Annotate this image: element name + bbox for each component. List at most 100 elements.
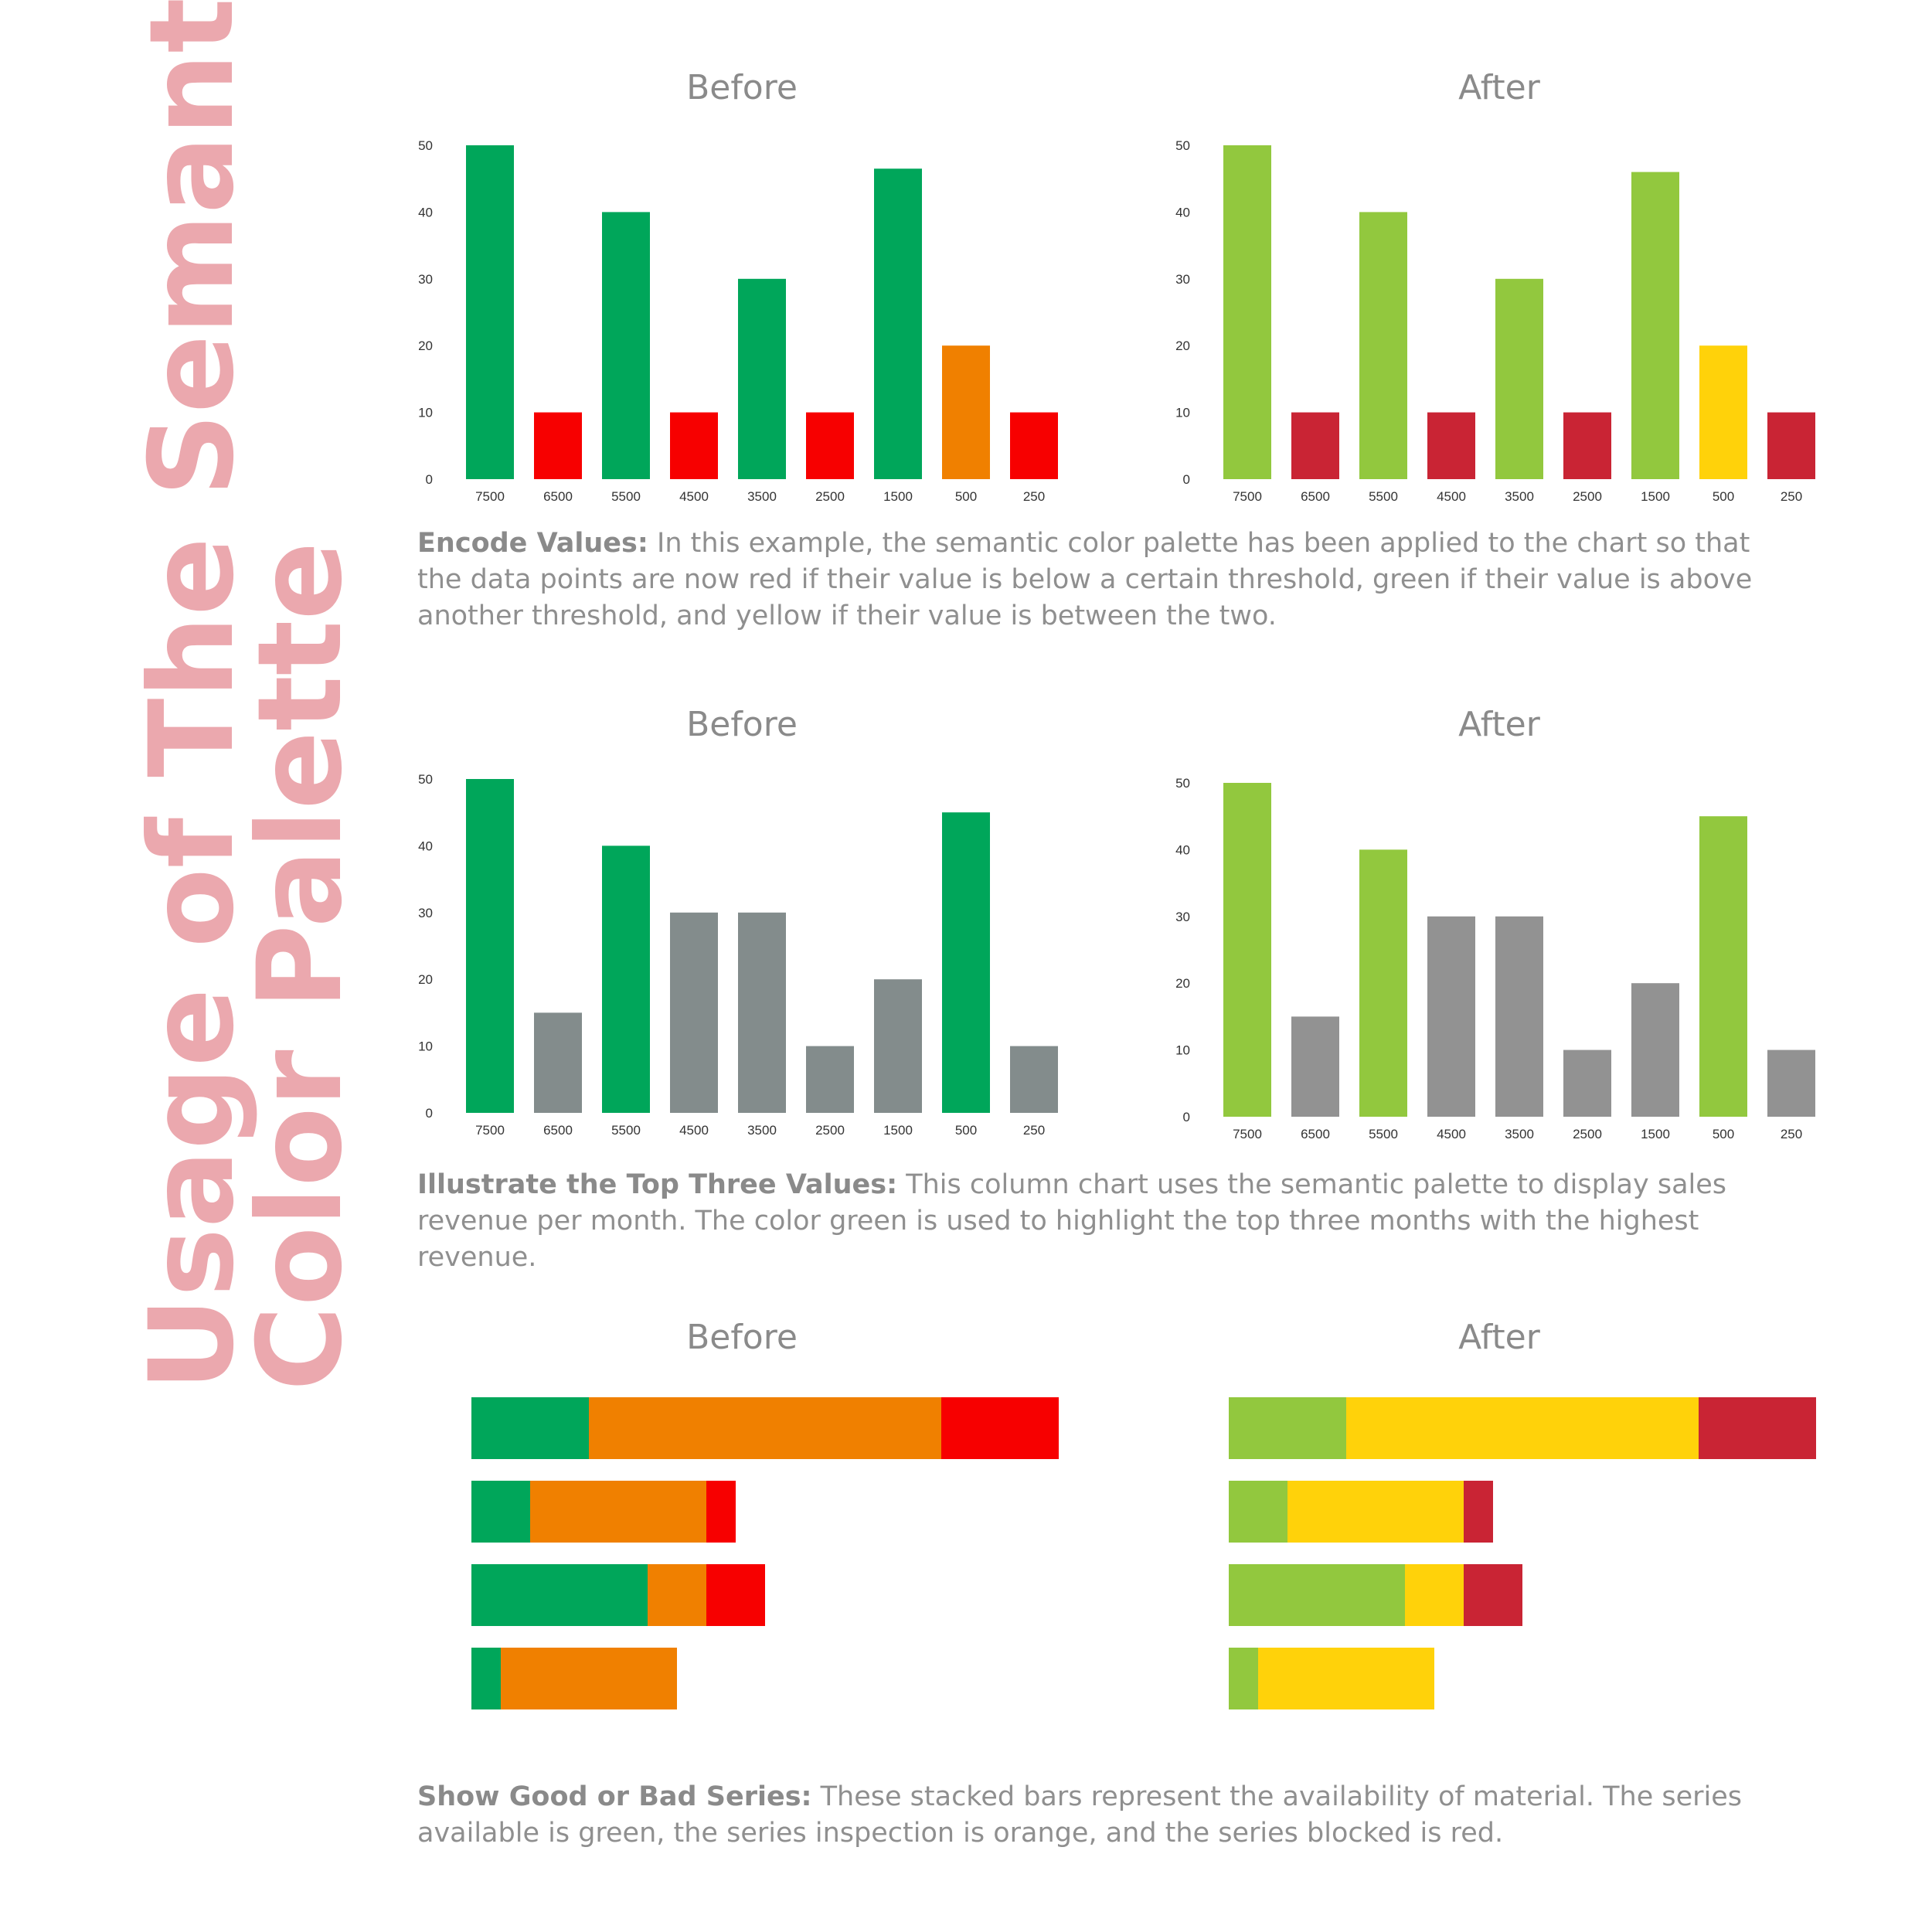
bar-1500: [1631, 983, 1679, 1117]
bar-6500: [1291, 412, 1339, 479]
bar-6500: [534, 1012, 582, 1113]
bar-500: [942, 345, 990, 479]
y-tick-label: 40: [418, 839, 433, 853]
x-tick-label: 4500: [1437, 1127, 1466, 1141]
bar-4500: [1427, 412, 1475, 479]
bar-5500: [1359, 849, 1407, 1117]
bar-7500: [466, 779, 514, 1113]
stack-segment-row-3-part-3: [706, 1564, 765, 1626]
panel-title-before: Before: [686, 1318, 798, 1357]
caption-text: This column chart uses the semantic pale…: [417, 1169, 1727, 1273]
y-tick-label: 30: [1175, 910, 1190, 924]
stack-segment-row-4-part-1: [1229, 1648, 1258, 1709]
y-tick-label: 0: [1183, 472, 1190, 487]
chart-good-bad-before: 020406080100: [471, 1397, 1059, 1709]
bar-250: [1010, 1046, 1058, 1113]
x-tick-label: 3500: [1505, 1127, 1534, 1141]
caption-top-three: Illustrate the Top Three Values: This co…: [417, 1167, 1801, 1276]
stack-segment-row-3-part-1: [471, 1564, 648, 1626]
bar-2500: [806, 412, 854, 479]
x-tick-label: 1500: [1641, 1127, 1670, 1141]
x-tick-label: 2500: [1573, 489, 1602, 504]
bar-4500: [670, 912, 718, 1113]
caption-text: These stacked bars represent the availab…: [417, 1781, 1743, 1849]
stack-segment-row-3-part-2: [648, 1564, 706, 1626]
x-tick-label: 1500: [883, 489, 913, 504]
x-tick-label: 6500: [543, 1123, 573, 1138]
x-tick-label: 500: [955, 489, 977, 504]
stack-segment-row-1-part-2: [1346, 1397, 1699, 1459]
bar-3500: [1495, 278, 1543, 479]
bar-250: [1767, 1049, 1815, 1117]
stack-segment-row-2-part-2: [530, 1481, 706, 1543]
x-tick-label: 2500: [815, 489, 845, 504]
panel-title-before: Before: [686, 705, 798, 744]
panel-title-before: Before: [686, 68, 798, 107]
side-title-line-1: Usage of The Semantic: [125, 0, 260, 1391]
y-tick-label: 50: [418, 138, 433, 153]
bar-5500: [602, 212, 650, 479]
stack-segment-row-1-part-1: [471, 1397, 589, 1459]
x-tick-label: 6500: [1301, 489, 1330, 504]
bar-7500: [1223, 145, 1271, 479]
bar-1500: [1631, 172, 1679, 479]
bar-7500: [1223, 783, 1271, 1117]
x-tick-label: 7500: [475, 489, 505, 504]
x-tick-label: 5500: [611, 489, 641, 504]
bar-6500: [534, 412, 582, 479]
bar-3500: [1495, 916, 1543, 1117]
stack-segment-row-2-part-1: [1229, 1481, 1287, 1543]
y-tick-label: 40: [1175, 842, 1190, 857]
x-tick-label: 250: [1023, 489, 1045, 504]
stack-segment-row-1-part-3: [941, 1397, 1059, 1459]
chart-top-three-after: 0 10 20 30 40 50 7500 6500 5500 4500 3500 2500 1500 5…: [1175, 776, 1815, 1141]
bar-500: [1699, 816, 1747, 1117]
bar-4500: [1427, 916, 1475, 1117]
panel-title-after: After: [1458, 68, 1540, 107]
y-tick-label: 20: [1175, 976, 1190, 991]
x-tick-label: 3500: [1505, 489, 1534, 504]
x-tick-label: 4500: [1437, 489, 1466, 504]
y-tick-label: 40: [1175, 205, 1190, 219]
bar-4500: [670, 412, 718, 479]
bar-5500: [1359, 212, 1407, 479]
caption-text: In this example, the semantic color pale…: [417, 528, 1753, 631]
x-tick-label: 2500: [815, 1123, 845, 1138]
x-tick-label: 500: [1713, 1127, 1734, 1141]
y-tick-label: 0: [426, 472, 433, 487]
x-tick-label: 1500: [1641, 489, 1670, 504]
y-tick-label: 10: [418, 1039, 433, 1054]
x-tick-label: 2500: [1573, 1127, 1602, 1141]
y-tick-label: 10: [418, 406, 433, 420]
y-tick-label: 40: [418, 205, 433, 219]
bar-500: [942, 812, 990, 1113]
x-tick-label: 5500: [1369, 489, 1398, 504]
stack-segment-row-2-part-3: [1464, 1481, 1493, 1543]
bar-500: [1699, 345, 1747, 479]
bar-2500: [1563, 1049, 1611, 1117]
y-tick-label: 30: [418, 272, 433, 287]
bar-3500: [738, 278, 786, 479]
x-tick-label: 1500: [883, 1123, 913, 1138]
x-tick-label: 6500: [543, 489, 573, 504]
bar-1500: [874, 168, 922, 480]
x-tick-label: 7500: [1233, 489, 1262, 504]
chart-encode-values-after: 0 10 20 30 40 50 7500 6500 5500 4500 3500 2500 1500 5…: [1175, 138, 1815, 504]
stack-segment-row-3-part-2: [1405, 1564, 1464, 1626]
y-tick-label: 50: [418, 772, 433, 787]
y-tick-label: 20: [418, 972, 433, 987]
y-tick-label: 20: [418, 338, 433, 353]
y-tick-label: 20: [1175, 338, 1190, 353]
x-tick-label: 5500: [611, 1123, 641, 1138]
x-tick-label: 250: [1781, 1127, 1802, 1141]
stack-segment-row-2-part-2: [1287, 1481, 1464, 1543]
x-tick-label: 500: [955, 1123, 977, 1138]
caption-lead: Show Good or Bad Series:: [417, 1781, 812, 1812]
caption-lead: Illustrate the Top Three Values:: [417, 1169, 898, 1200]
chart-top-three-before: 0 10 20 30 40 50 7500 6500 5500 4500 3500 2500 1500 5…: [418, 772, 1058, 1138]
caption-good-bad-series: Show Good or Bad Series: These stacked b…: [417, 1779, 1801, 1852]
bar-3500: [738, 912, 786, 1113]
bar-6500: [1291, 1016, 1339, 1117]
panel-title-after: After: [1458, 705, 1540, 744]
stack-segment-row-4-part-1: [471, 1648, 501, 1709]
